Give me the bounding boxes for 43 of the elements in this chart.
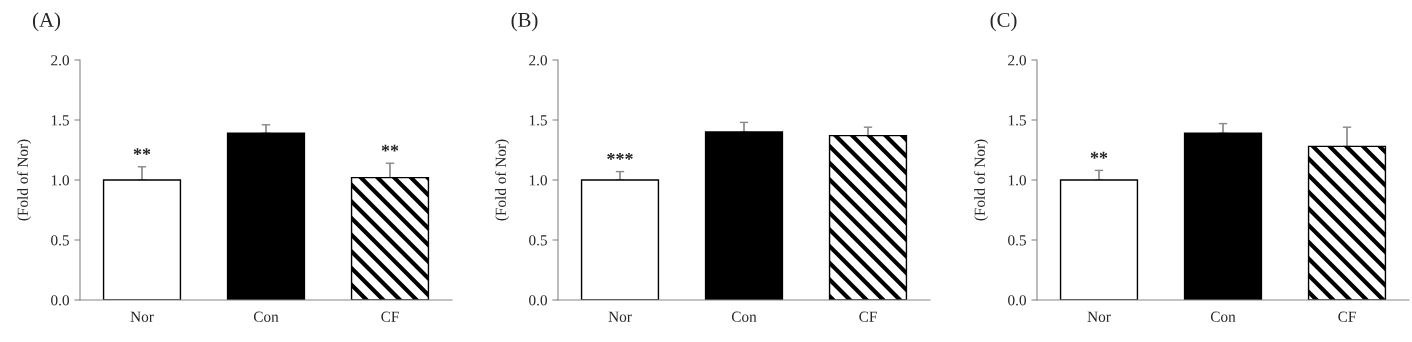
y-axis-title: (Fold of Nor) [17, 139, 32, 221]
y-tick-label: 1.0 [51, 175, 69, 186]
bar [828, 134, 908, 300]
bar [1183, 132, 1263, 300]
x-tick-label: Nor [608, 311, 632, 322]
bar [1059, 179, 1139, 300]
annotation: *** [607, 153, 633, 160]
y-axis-title: (Fold of Nor) [974, 139, 989, 221]
x-tick-label: Con [1210, 311, 1236, 322]
y-tick-label: 0.0 [1008, 295, 1026, 306]
y-tick-label: 0.0 [51, 295, 69, 306]
bar [350, 176, 430, 300]
y-tick-label: 0.0 [529, 295, 547, 306]
annotation: ** [1090, 151, 1108, 159]
y-tick-label: 0.5 [529, 235, 547, 246]
y-tick-label: 0.5 [1008, 235, 1026, 246]
y-tick-label: 1.5 [51, 115, 69, 126]
y-tick-label: 0.5 [51, 235, 69, 246]
x-tick-label: Con [731, 311, 757, 322]
bar [1307, 145, 1387, 300]
chart-title: (B) [511, 12, 538, 32]
x-tick-label: CF [1338, 311, 1356, 322]
y-tick-label: 2.0 [51, 55, 69, 66]
y-tick-label: 2.0 [529, 55, 547, 66]
annotation: ** [133, 148, 151, 156]
bar [226, 132, 306, 300]
x-tick-label: Nor [130, 311, 154, 322]
bar [580, 179, 660, 300]
annotation: ** [381, 144, 399, 152]
y-tick-label: 1.5 [1008, 115, 1026, 126]
chart-title: (C) [990, 12, 1017, 32]
y-tick-label: 1.0 [1008, 175, 1026, 186]
x-tick-label: CF [381, 311, 399, 322]
x-tick-label: Con [253, 311, 279, 322]
y-tick-label: 1.0 [529, 175, 547, 186]
chart-title: (A) [32, 12, 61, 32]
y-axis-title: (Fold of Nor) [495, 139, 510, 221]
bar [102, 179, 182, 300]
x-tick-label: Nor [1087, 311, 1111, 322]
bar [704, 131, 784, 300]
x-tick-label: CF [859, 311, 877, 322]
y-tick-label: 1.5 [529, 115, 547, 126]
y-tick-label: 2.0 [1008, 55, 1026, 66]
